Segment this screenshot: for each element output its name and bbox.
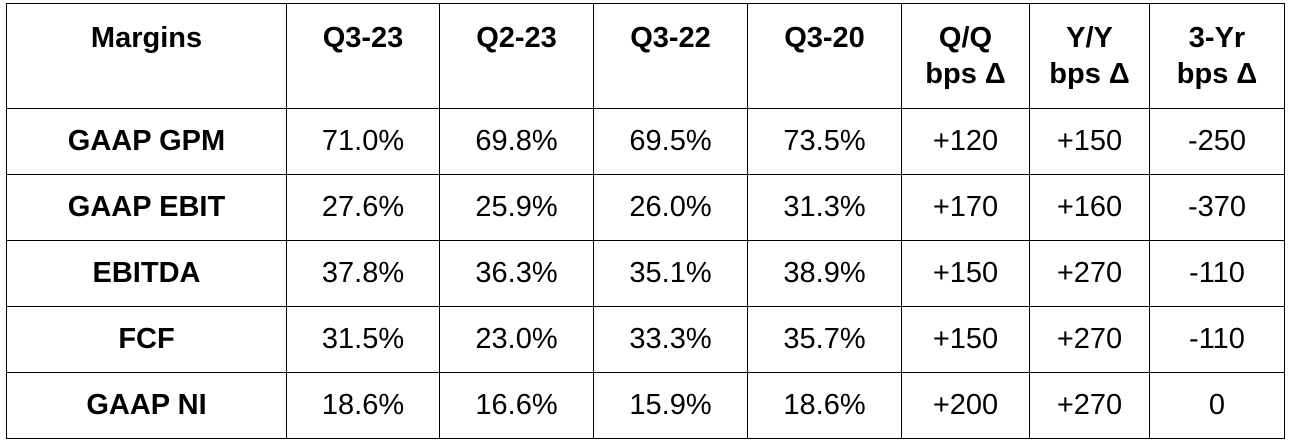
table-cell: +150 xyxy=(901,240,1030,307)
row-label: GAAP EBIT xyxy=(6,174,287,241)
table-cell: 38.9% xyxy=(747,240,902,307)
table-cell: +200 xyxy=(901,372,1030,439)
table-cell: 69.8% xyxy=(439,108,594,175)
table-cell: +270 xyxy=(1029,372,1150,439)
table-body: GAAP GPM 71.0% 69.8% 69.5% 73.5% +120 +150 -250… xyxy=(6,108,1285,439)
header-text: bps Δ xyxy=(1049,58,1130,90)
header-cell: Q/Q bps Δ xyxy=(901,3,1030,109)
table-cell: 26.0% xyxy=(593,174,748,241)
header-cell: Y/Y bps Δ xyxy=(1029,3,1150,109)
table-row: GAAP NI 18.6% 16.6% 15.9% 18.6% +200 +270 0 xyxy=(6,372,1285,439)
table-cell: 0 xyxy=(1149,372,1285,439)
header-cell: Q2-23 xyxy=(439,3,594,109)
header-text: 3-Yr xyxy=(1188,22,1246,54)
table-cell: -250 xyxy=(1149,108,1285,175)
table-cell: 69.5% xyxy=(593,108,748,175)
row-label: FCF xyxy=(6,306,287,373)
table-cell: 15.9% xyxy=(593,372,748,439)
header-cell: 3-Yr bps Δ xyxy=(1149,3,1285,109)
table-cell: +150 xyxy=(901,306,1030,373)
table-cell: -110 xyxy=(1149,306,1285,373)
table-cell: 16.6% xyxy=(439,372,594,439)
header-cell: Q3-22 xyxy=(593,3,748,109)
header-cell: Q3-23 xyxy=(286,3,440,109)
table-cell: +150 xyxy=(1029,108,1150,175)
header-text: bps Δ xyxy=(925,58,1006,90)
table-cell: -370 xyxy=(1149,174,1285,241)
table-cell: 35.7% xyxy=(747,306,902,373)
header-text: Margins xyxy=(90,22,203,54)
table-row: GAAP EBIT 27.6% 25.9% 26.0% 31.3% +170 +160 -37… xyxy=(6,174,1285,241)
table-cell: 23.0% xyxy=(439,306,594,373)
table-cell: 71.0% xyxy=(286,108,440,175)
table-cell: 35.1% xyxy=(593,240,748,307)
row-label: EBITDA xyxy=(6,240,287,307)
table-cell: 73.5% xyxy=(747,108,902,175)
table-row: EBITDA 37.8% 36.3% 35.1% 38.9% +150 +270 -110 xyxy=(6,240,1285,307)
table-cell: 36.3% xyxy=(439,240,594,307)
table-cell: +160 xyxy=(1029,174,1150,241)
table-row: GAAP GPM 71.0% 69.8% 69.5% 73.5% +120 +150 -250 xyxy=(6,108,1285,175)
table-cell: +120 xyxy=(901,108,1030,175)
table-cell: 25.9% xyxy=(439,174,594,241)
table-cell: +270 xyxy=(1029,306,1150,373)
table-cell: 18.6% xyxy=(286,372,440,439)
table-cell: 27.6% xyxy=(286,174,440,241)
table-cell: 37.8% xyxy=(286,240,440,307)
row-label: GAAP NI xyxy=(6,372,287,439)
header-text: Q2-23 xyxy=(476,22,557,54)
table-cell: 31.5% xyxy=(286,306,440,373)
table-cell: 31.3% xyxy=(747,174,902,241)
header-text: Y/Y xyxy=(1066,22,1113,54)
header-text: bps Δ xyxy=(1176,58,1258,90)
header-row: Margins Q3-23 Q2-23 Q3-22 Q3-20 Q/Q bps Δ Y/Y bp… xyxy=(6,3,1285,109)
table-cell: +170 xyxy=(901,174,1030,241)
header-text: Q3-20 xyxy=(784,22,865,54)
header-text: Q/Q xyxy=(938,22,993,54)
table-cell: 18.6% xyxy=(747,372,902,439)
header-text: Q3-23 xyxy=(322,22,404,54)
table-cell: 33.3% xyxy=(593,306,748,373)
header-cell: Margins xyxy=(6,3,287,109)
table-cell: -110 xyxy=(1149,240,1285,307)
table-row: FCF 31.5% 23.0% 33.3% 35.7% +150 +270 -110 xyxy=(6,306,1285,373)
table-cell: +270 xyxy=(1029,240,1150,307)
row-label: GAAP GPM xyxy=(6,108,287,175)
header-cell: Q3-20 xyxy=(747,3,902,109)
header-text: Q3-22 xyxy=(630,22,711,54)
margins-table: Margins Q3-23 Q2-23 Q3-22 Q3-20 Q/Q bps Δ Y/Y bp… xyxy=(6,3,1285,439)
